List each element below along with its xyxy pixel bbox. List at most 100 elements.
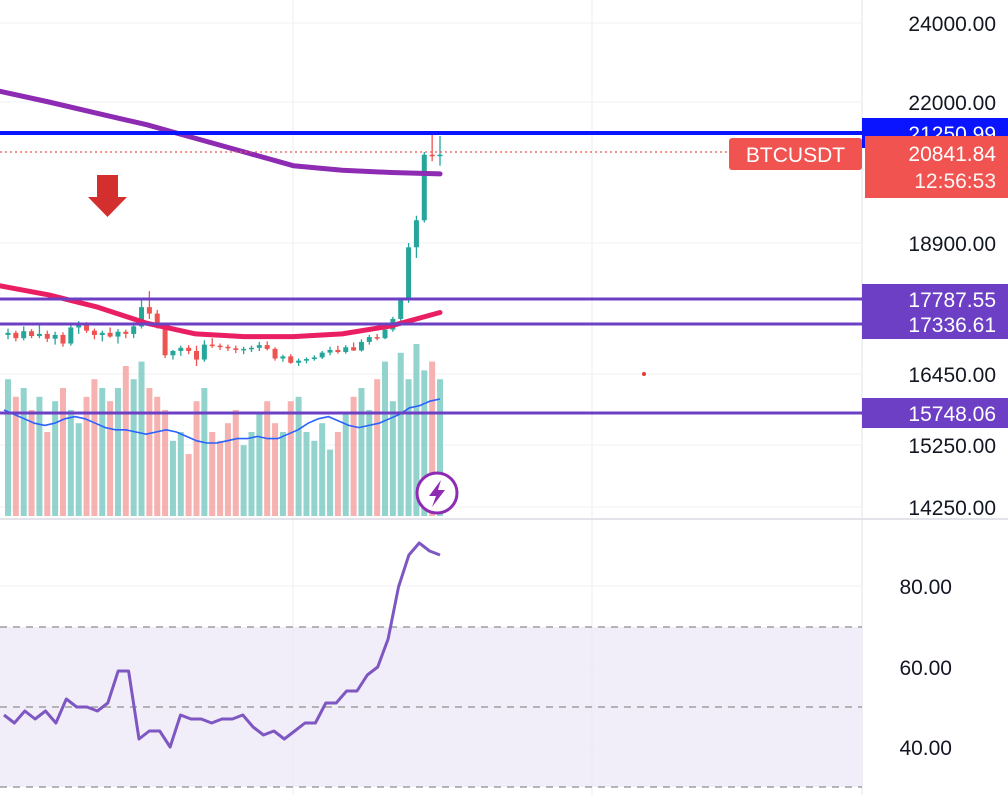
price-axis[interactable]: 24000.00 22000.00 18900.00 16450.00 15250.00… (899, 13, 996, 760)
candle-body (319, 352, 325, 358)
down-arrow-icon (88, 175, 127, 217)
candle-body (209, 344, 215, 347)
volume-bar (209, 432, 216, 516)
candle-body (406, 247, 412, 301)
volume-bar (272, 423, 279, 516)
volume-bar (28, 410, 35, 516)
candle-body (170, 351, 176, 356)
candle-body (36, 333, 42, 337)
bar-countdown: 12:56:53 (914, 170, 996, 193)
candle-body (343, 347, 349, 353)
candle-body (256, 345, 262, 348)
lightning-icon[interactable] (415, 471, 459, 515)
candle-body (131, 326, 137, 334)
price-tick-label: 14250.00 (908, 497, 996, 520)
volume-bar (201, 388, 208, 516)
volume-bar (389, 401, 396, 516)
volume-bar (413, 344, 420, 516)
candle-body (107, 332, 113, 337)
volume-bar (264, 401, 271, 516)
candle-body (21, 331, 27, 339)
candle-body (29, 331, 35, 337)
candle-body (194, 351, 200, 360)
volume-bar (240, 445, 247, 516)
candle-body (280, 356, 286, 359)
volume-bar (114, 388, 121, 516)
volume-bar (366, 410, 373, 516)
candle-body (296, 360, 302, 363)
volume-bar (217, 440, 224, 516)
volume-bar (287, 401, 294, 516)
candle-body (327, 349, 333, 353)
volume-bar (169, 440, 176, 516)
price-level-tag (862, 398, 1008, 428)
candle-body (421, 154, 427, 221)
candlesticks (5, 132, 443, 366)
volume-bar (358, 388, 365, 516)
volume-bar (319, 423, 326, 516)
candle-body (351, 347, 357, 351)
volume-bar (437, 379, 443, 516)
volume-bar (382, 361, 389, 516)
volume-bar (83, 396, 90, 516)
volume-bar (327, 449, 334, 516)
candle-body (303, 359, 309, 361)
candle-body (429, 154, 435, 157)
symbol-tag: BTCUSDT (729, 138, 862, 170)
candle-body (115, 331, 121, 337)
candle-body (366, 337, 372, 342)
candle-body (217, 345, 223, 348)
price-tick-label: 24000.00 (908, 13, 996, 36)
last-price-value: 20841.84 (908, 143, 996, 166)
candle-body (413, 220, 419, 248)
candle-body (248, 347, 254, 350)
candle-body (99, 332, 105, 335)
volume-bar (279, 432, 286, 516)
candle-body (44, 333, 50, 339)
candle-body (13, 332, 19, 339)
candle-body (233, 348, 239, 350)
volume-bar (232, 410, 239, 516)
candle-body (398, 300, 404, 319)
candle-body (91, 330, 97, 335)
volume-bar (162, 410, 169, 516)
moving-averages (0, 88, 443, 340)
marker-dot (642, 372, 646, 376)
volume-bar (138, 361, 145, 516)
volume-ma-line (3, 398, 441, 444)
candle-body (154, 313, 160, 326)
volume-bar (397, 352, 404, 516)
volume-bar (122, 366, 129, 516)
candle-body (335, 349, 341, 353)
volume-bar (99, 388, 106, 516)
volume-bar (154, 396, 161, 516)
volume-bar (91, 379, 98, 516)
price-level-value: 15748.06 (908, 403, 996, 426)
candle-body (186, 347, 192, 352)
candle-body (358, 341, 364, 351)
rsi-pane (3, 541, 441, 749)
symbol-label: BTCUSDT (746, 144, 845, 167)
candle-body (225, 346, 231, 349)
candle-body (201, 344, 207, 360)
volume-bar (429, 361, 436, 516)
volume-bar (295, 396, 302, 516)
rsi-tick-label: 60.00 (899, 657, 952, 680)
candle-body (437, 154, 443, 157)
volume-bar (67, 410, 74, 516)
volume-bar (193, 401, 200, 516)
volume-bar (224, 423, 231, 516)
volume-bar (52, 401, 59, 516)
volume-bar (59, 388, 66, 516)
volume-bar (185, 454, 192, 516)
candle-body (178, 347, 184, 352)
volume-bars (3, 344, 443, 516)
volume-bar (256, 414, 263, 516)
candle-body (123, 331, 129, 334)
candle-body (52, 334, 58, 339)
candle-body (264, 345, 270, 349)
volume-bar (342, 414, 349, 516)
volume-bar (130, 379, 137, 516)
volume-bar (36, 396, 43, 516)
